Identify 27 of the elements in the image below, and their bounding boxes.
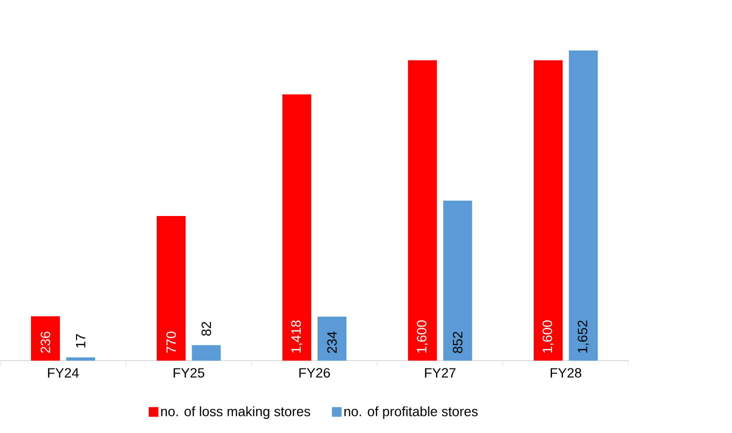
data-label: 82 [202,322,212,336]
x-tick-label: FY24 [48,368,79,378]
data-label: 1,418 [291,320,302,353]
legend-label: no. of loss making stores [161,406,310,419]
legend-label: no. of profitable stores [344,406,478,419]
bar [408,60,437,361]
data-label: 17 [76,334,86,348]
bar [156,216,186,361]
data-label: 1,600 [416,320,428,353]
bar [318,316,346,361]
x-tick-label: FY27 [425,368,456,378]
x-tick-label: FY26 [299,368,330,378]
data-label: 236 [40,332,50,353]
bar [568,50,598,361]
x-tick-label: FY28 [550,368,582,378]
bar [443,200,472,361]
data-label: 1,600 [542,320,554,353]
bar [534,60,563,361]
x-tick-label: FY25 [174,368,204,378]
data-label: 852 [452,332,462,353]
data-label: 1,652 [578,320,589,353]
data-label: 770 [166,332,176,353]
bar [66,357,96,361]
bar [282,94,312,361]
bar [192,345,221,361]
data-label: 234 [327,331,337,353]
bar [30,316,60,361]
